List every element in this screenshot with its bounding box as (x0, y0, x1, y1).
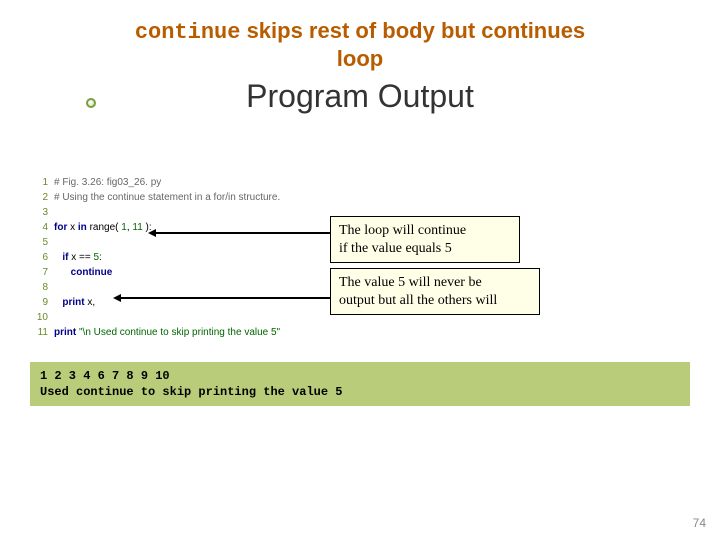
slide-title: continue skips rest of body but continue… (0, 0, 720, 114)
line-number: 11 (30, 325, 48, 340)
arrow-to-if (155, 232, 330, 234)
arrow-to-print (120, 297, 330, 299)
annotation-text: if the value equals 5 (339, 240, 511, 258)
page-number: 74 (693, 516, 706, 530)
line-number: 2 (30, 190, 48, 205)
code-line: 11 print "\n Used continue to skip printi… (30, 325, 690, 340)
line-number: 8 (30, 280, 48, 295)
title-keyword: continue (135, 20, 241, 45)
annotation-text: The value 5 will never be (339, 274, 531, 292)
title-line-2: loop (0, 46, 720, 72)
line-number: 3 (30, 205, 48, 220)
line-number: 9 (30, 295, 48, 310)
line-number: 10 (30, 310, 48, 325)
output-line: Used continue to skip printing the value… (40, 385, 342, 399)
code-content: # Fig. 3.26: fig03_26. py (54, 175, 161, 190)
title-rest: skips rest of body but continues (240, 18, 585, 43)
line-number: 7 (30, 265, 48, 280)
subtitle: Program Output (0, 79, 720, 114)
code-content: # Using the continue statement in a for/… (54, 190, 280, 205)
line-number: 4 (30, 220, 48, 235)
program-output: 1 2 3 4 6 7 8 9 10 Used continue to skip… (30, 362, 690, 406)
annotation-text: The loop will continue (339, 222, 511, 240)
code-content: continue (54, 265, 112, 280)
code-content: for x in range( 1, 11 ): (54, 220, 152, 235)
line-number: 1 (30, 175, 48, 190)
annotation-value-5: The value 5 will never be output but all… (330, 268, 540, 315)
decorative-circle (86, 98, 96, 108)
line-number: 6 (30, 250, 48, 265)
code-content: print x, (54, 295, 95, 310)
code-line: 1 # Fig. 3.26: fig03_26. py (30, 175, 690, 190)
code-content: if x == 5: (54, 250, 102, 265)
line-number: 5 (30, 235, 48, 250)
code-content: print "\n Used continue to skip printing… (54, 325, 280, 340)
code-line: 2 # Using the continue statement in a for… (30, 190, 690, 205)
annotation-text: output but all the others will (339, 292, 531, 310)
output-line: 1 2 3 4 6 7 8 9 10 (40, 369, 170, 383)
title-line-1: continue skips rest of body but continue… (0, 18, 720, 46)
annotation-loop-continue: The loop will continue if the value equa… (330, 216, 520, 263)
